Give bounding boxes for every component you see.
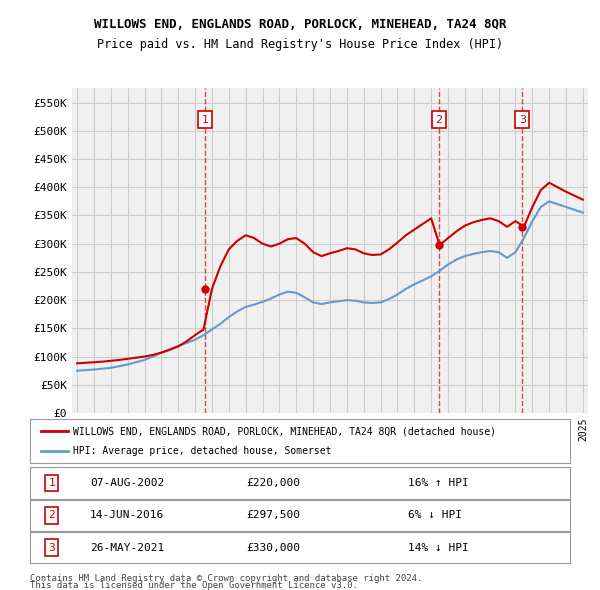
Text: WILLOWS END, ENGLANDS ROAD, PORLOCK, MINEHEAD, TA24 8QR: WILLOWS END, ENGLANDS ROAD, PORLOCK, MIN… (94, 18, 506, 31)
Text: 6% ↓ HPI: 6% ↓ HPI (408, 510, 462, 520)
Text: 26-MAY-2021: 26-MAY-2021 (90, 543, 164, 553)
Text: 3: 3 (48, 543, 55, 553)
Text: This data is licensed under the Open Government Licence v3.0.: This data is licensed under the Open Gov… (30, 581, 358, 590)
Text: Contains HM Land Registry data © Crown copyright and database right 2024.: Contains HM Land Registry data © Crown c… (30, 574, 422, 583)
Text: Price paid vs. HM Land Registry's House Price Index (HPI): Price paid vs. HM Land Registry's House … (97, 38, 503, 51)
Text: WILLOWS END, ENGLANDS ROAD, PORLOCK, MINEHEAD, TA24 8QR (detached house): WILLOWS END, ENGLANDS ROAD, PORLOCK, MIN… (73, 427, 496, 436)
Text: 14-JUN-2016: 14-JUN-2016 (90, 510, 164, 520)
Text: 1: 1 (202, 114, 209, 124)
Text: 16% ↑ HPI: 16% ↑ HPI (408, 478, 469, 488)
Text: £330,000: £330,000 (246, 543, 300, 553)
Text: 1: 1 (48, 478, 55, 488)
Text: HPI: Average price, detached house, Somerset: HPI: Average price, detached house, Some… (73, 446, 332, 455)
Text: 14% ↓ HPI: 14% ↓ HPI (408, 543, 469, 553)
Text: £297,500: £297,500 (246, 510, 300, 520)
Text: 3: 3 (519, 114, 526, 124)
Text: 07-AUG-2002: 07-AUG-2002 (90, 478, 164, 488)
Text: 2: 2 (435, 114, 442, 124)
Text: 2: 2 (48, 510, 55, 520)
Text: £220,000: £220,000 (246, 478, 300, 488)
